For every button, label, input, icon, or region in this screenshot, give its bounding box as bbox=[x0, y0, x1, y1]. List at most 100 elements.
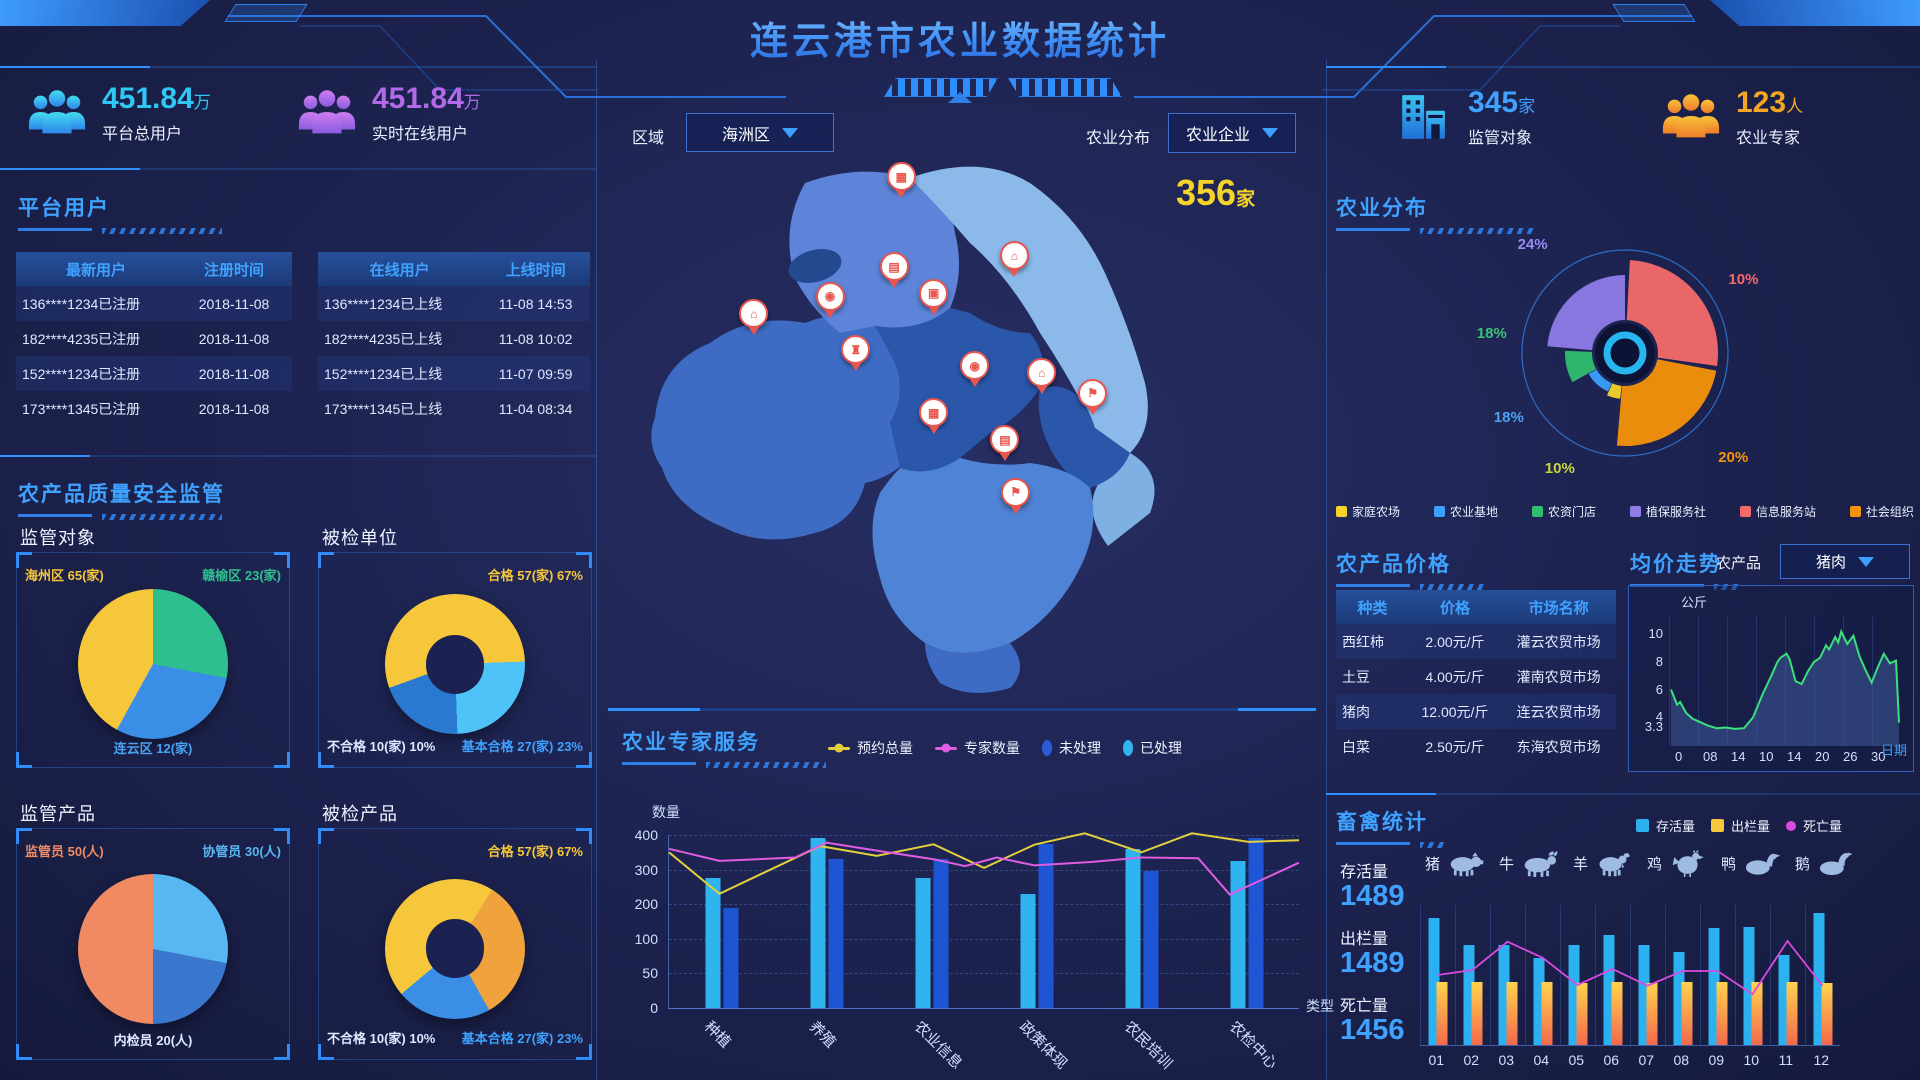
map-pin[interactable]: ♜ bbox=[841, 335, 871, 364]
map-pin[interactable]: ▤ bbox=[990, 425, 1020, 455]
livestock-stat-label: 存活量 bbox=[1340, 864, 1389, 881]
supervise-target-chart: 海州区 65(家) 赣榆区 23(家) 连云区 12(家) bbox=[16, 552, 290, 768]
map-pin[interactable]: ◉ bbox=[960, 351, 990, 381]
livestock-bar-group[interactable] bbox=[1463, 945, 1482, 1045]
legend-item[interactable]: 未处理 bbox=[1042, 738, 1101, 758]
stat-label: 平台总用户 bbox=[102, 126, 183, 143]
livestock-bar-group[interactable] bbox=[1708, 928, 1727, 1045]
animal-item[interactable]: 牛 bbox=[1499, 850, 1559, 877]
x-tick: 08 bbox=[1703, 749, 1718, 764]
legend-item[interactable]: 农资门店 bbox=[1531, 503, 1596, 520]
legend-swatch bbox=[1531, 506, 1543, 517]
livestock-bar-group[interactable] bbox=[1533, 958, 1552, 1045]
livestock-bar-group[interactable] bbox=[1603, 935, 1622, 1045]
legend-swatch bbox=[1739, 506, 1751, 517]
x-tick: 10 bbox=[1759, 749, 1774, 764]
animal-item[interactable]: 鸭 bbox=[1721, 850, 1781, 877]
bar-group[interactable] bbox=[810, 838, 843, 1008]
map-pin[interactable]: ⌂ bbox=[739, 299, 769, 329]
animal-item[interactable]: 猪 bbox=[1425, 850, 1485, 877]
table-row[interactable]: 136****1234已注册 2018-11-08 bbox=[16, 286, 292, 321]
legend-item[interactable]: 社会组织 bbox=[1849, 503, 1914, 520]
map-pin[interactable]: ▦ bbox=[919, 398, 949, 428]
stat-item: 451.84万 平台总用户 bbox=[26, 82, 211, 144]
table-row[interactable]: 173****1345已注册 2018-11-08 bbox=[16, 391, 292, 426]
map-pin[interactable]: ⌂ bbox=[1027, 358, 1057, 388]
legend-item[interactable]: 出栏量 bbox=[1711, 816, 1770, 835]
table-row[interactable]: 土豆 4.00元/斤 灌南农贸市场 bbox=[1336, 659, 1616, 694]
section-title-prices: 农产品价格 bbox=[1336, 548, 1486, 590]
livestock-bar-group[interactable] bbox=[1778, 955, 1797, 1045]
trend-unit-label: 公斤 bbox=[1681, 595, 1708, 610]
livestock-bar-group[interactable] bbox=[1743, 926, 1762, 1045]
legend-label: 农资门店 bbox=[1547, 505, 1596, 519]
map-scrollbar[interactable] bbox=[608, 708, 1316, 711]
bar-group[interactable] bbox=[1125, 848, 1158, 1008]
bar-group[interactable] bbox=[915, 859, 948, 1008]
livestock-bar-group[interactable] bbox=[1498, 945, 1517, 1045]
gridline bbox=[669, 835, 1299, 836]
legend-item[interactable]: 已处理 bbox=[1123, 738, 1182, 758]
map-pin[interactable]: ⚑ bbox=[1078, 378, 1108, 408]
x-tick: 14 bbox=[1731, 749, 1746, 764]
bar-已处理 bbox=[915, 878, 930, 1008]
map-pin[interactable]: ◉ bbox=[815, 281, 845, 311]
bar-out bbox=[1716, 981, 1727, 1045]
legend-item[interactable]: 专家数量 bbox=[935, 738, 1020, 758]
table-row[interactable]: 白菜 2.50元/斤 东海农贸市场 bbox=[1336, 729, 1616, 764]
bar-已处理 bbox=[1125, 848, 1140, 1008]
region-select[interactable]: 海洲区 bbox=[686, 113, 834, 152]
pie-callout: 赣榆区 23(家) bbox=[202, 568, 281, 583]
y-tick: 400 bbox=[634, 827, 658, 843]
title-stripe-tip bbox=[948, 92, 972, 103]
animal-item[interactable]: 鸡 bbox=[1647, 850, 1707, 877]
y-tick: 200 bbox=[634, 896, 658, 913]
table-row[interactable]: 西红柿 2.00元/斤 灌云农贸市场 bbox=[1336, 624, 1616, 659]
rose-percent-label: 24% bbox=[1517, 236, 1548, 254]
table-row[interactable]: 152****1234已上线 11-07 09:59 bbox=[318, 356, 590, 391]
map-pin[interactable]: ▣ bbox=[919, 278, 949, 308]
table-row[interactable]: 152****1234已注册 2018-11-08 bbox=[16, 356, 292, 391]
legend-item[interactable]: 家庭农场 bbox=[1336, 503, 1400, 520]
legend-item[interactable]: 农业基地 bbox=[1433, 503, 1498, 520]
map-pin[interactable]: ▤ bbox=[879, 252, 909, 282]
section-title-supervision: 农产品质量安全监管 bbox=[18, 478, 348, 520]
animal-item[interactable]: 鹅 bbox=[1795, 850, 1855, 877]
pie-callout: 不合格 10(家) 10% bbox=[327, 739, 436, 754]
x-tick: 20 bbox=[1815, 749, 1830, 764]
legend-item[interactable]: 死亡量 bbox=[1786, 816, 1842, 835]
trend-select[interactable]: 猪肉 bbox=[1780, 544, 1910, 579]
legend-item[interactable]: 存活量 bbox=[1636, 816, 1695, 835]
legend-item[interactable]: 信息服务站 bbox=[1739, 503, 1816, 520]
table-row[interactable]: 173****1345已上线 11-04 08:34 bbox=[318, 391, 590, 426]
animal-item[interactable]: 羊 bbox=[1573, 850, 1633, 877]
header-cell: 种类 bbox=[1357, 599, 1388, 617]
legend-item[interactable]: 植保服务社 bbox=[1629, 503, 1706, 520]
x-tick: 14 bbox=[1787, 749, 1802, 764]
cell: 12.00元/斤 bbox=[1421, 703, 1489, 720]
table-row[interactable]: 182****4235已上线 11-08 10:02 bbox=[318, 321, 590, 356]
trend-select-label: 农产品 bbox=[1716, 555, 1762, 572]
table-row[interactable]: 猪肉 12.00元/斤 连云农贸市场 bbox=[1336, 694, 1616, 729]
bar-group[interactable] bbox=[1020, 843, 1053, 1008]
city-map[interactable]: ▦ ▤ ⌂ ◉ ⌂ ♜ ▣ ◉ ⌂ ⚑ ▦ ▤ ⚑ bbox=[600, 148, 1320, 703]
map-pin[interactable]: ▦ bbox=[886, 162, 916, 192]
trend-select-value: 猪肉 bbox=[1815, 554, 1846, 571]
legend-marker bbox=[1636, 819, 1649, 832]
users-group-orange-icon bbox=[1660, 92, 1722, 142]
legend-item[interactable]: 预约总量 bbox=[828, 738, 913, 758]
legend-swatch bbox=[1629, 506, 1641, 517]
section-title-agri-dist: 农业分布 bbox=[1336, 192, 1536, 234]
livestock-bar-group[interactable] bbox=[1638, 945, 1657, 1045]
table-row[interactable]: 182****4235已注册 2018-11-08 bbox=[16, 321, 292, 356]
map-pin[interactable]: ⌂ bbox=[999, 241, 1029, 271]
livestock-bar-group[interactable] bbox=[1428, 918, 1447, 1045]
bar-group[interactable] bbox=[705, 878, 738, 1008]
distribution-select[interactable]: 农业企业 bbox=[1168, 113, 1296, 153]
section-title-platform-users: 平台用户 bbox=[18, 192, 228, 234]
map-pin[interactable]: ⚑ bbox=[1001, 477, 1031, 507]
table-row[interactable]: 136****1234已上线 11-08 14:53 bbox=[318, 286, 590, 321]
stat-item: 451.84万 实时在线用户 bbox=[296, 82, 481, 144]
livestock-bar-group[interactable] bbox=[1568, 945, 1587, 1045]
livestock-bar-group[interactable] bbox=[1673, 951, 1692, 1045]
